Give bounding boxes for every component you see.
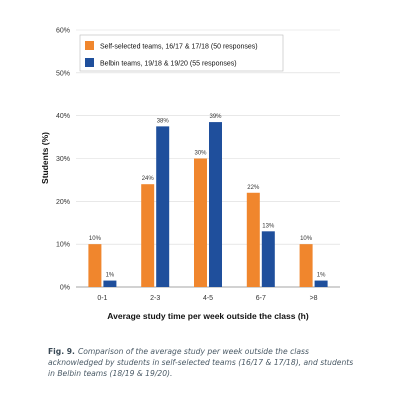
bar-value-label: 38% [157, 118, 170, 124]
y-tick-labels: 0% 10% 20% 30% 40% 50% 60% [56, 28, 70, 292]
bars [88, 122, 328, 287]
bar-self-selected [194, 158, 207, 287]
y-tick-label: 40% [56, 113, 70, 120]
bar-self-selected [88, 244, 102, 287]
legend-swatch-self-selected [85, 41, 94, 50]
y-tick-label: 10% [56, 242, 70, 249]
y-tick-label: 0% [60, 285, 70, 292]
bar-self-selected [299, 244, 313, 287]
bar-self-selected [246, 192, 260, 287]
legend-box [79, 34, 284, 72]
bar-value-label: 10% [300, 236, 313, 242]
bar-value-labels: 10% 1% 24% 38% 30% 39% 22% 13% 10% 1% [89, 114, 326, 278]
bar-belbin [103, 280, 117, 287]
x-tick-labels: 0-1 2-3 4-5 6-7 >8 [97, 295, 317, 302]
x-tick-label: 4-5 [203, 295, 213, 302]
bar-value-label: 1% [106, 273, 115, 279]
bar-value-label: 24% [142, 176, 155, 182]
y-tick-label: 60% [56, 28, 70, 35]
legend-label-self-selected: Self-selected teams, 16/17 & 17/18 (50 r… [100, 44, 258, 51]
bar-belbin [156, 126, 170, 287]
legend-swatch-belbin [85, 58, 94, 67]
legend: Self-selected teams, 16/17 & 17/18 (50 r… [79, 34, 284, 72]
figure-caption-text: Comparison of the average study per week… [48, 347, 354, 378]
x-axis-title: Average study time per week outside the … [107, 311, 309, 321]
figure-caption: Fig. 9. Comparison of the average study p… [48, 346, 358, 379]
bar-value-label: 22% [247, 185, 260, 191]
bar-self-selected [141, 184, 155, 287]
y-tick-label: 50% [56, 70, 70, 77]
y-tick-label: 30% [56, 156, 70, 163]
bar-value-label: 39% [209, 114, 222, 120]
bar-value-label: 1% [317, 273, 326, 279]
figure-label: Fig. 9. [48, 347, 75, 356]
gridlines [76, 29, 340, 245]
legend-label-belbin: Belbin teams, 19/18 & 19/20 (55 response… [100, 61, 237, 68]
bar-value-label: 10% [89, 236, 102, 242]
x-tick-label: 0-1 [97, 295, 107, 302]
y-axis-title: Students (%) [40, 132, 50, 184]
bar-belbin [261, 231, 275, 287]
bar-value-label: 30% [194, 151, 207, 157]
x-tick-label: 6-7 [256, 295, 266, 302]
y-tick-label: 20% [56, 199, 70, 206]
x-tick-label: >8 [310, 295, 318, 302]
x-tick-label: 2-3 [150, 295, 160, 302]
bar-value-label: 13% [262, 223, 275, 229]
bar-belbin [209, 122, 222, 287]
bar-chart: 0% 10% 20% 30% 40% 50% 60% 10% 1% 24% 38% 30% 39% 22… [40, 28, 340, 321]
bar-belbin [314, 280, 328, 287]
